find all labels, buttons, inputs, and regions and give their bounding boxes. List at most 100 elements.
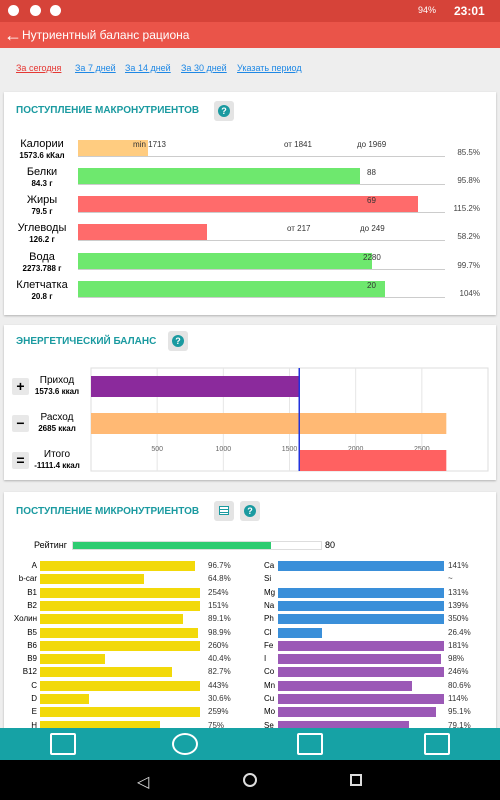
nutrient-name: Калории xyxy=(20,138,64,150)
period-link[interactable]: За сегодня xyxy=(16,63,62,73)
norm-label: 20 xyxy=(367,281,376,290)
element-name: B2 xyxy=(27,600,37,610)
sign: + xyxy=(16,378,24,394)
sign-button xyxy=(12,452,29,469)
app-bar xyxy=(0,22,500,48)
element-percent: 141% xyxy=(448,561,469,570)
help-button[interactable]: ? xyxy=(214,101,234,121)
element-percent: 114% xyxy=(448,694,468,703)
track-line xyxy=(78,240,445,241)
element-bar xyxy=(40,627,199,638)
x-tick-label: 2000 xyxy=(348,446,364,453)
element-track xyxy=(40,707,200,718)
nav-wave[interactable] xyxy=(424,733,450,755)
sign-button xyxy=(12,378,29,395)
track-line xyxy=(78,269,445,270)
element-bar xyxy=(278,640,444,651)
element-name: Si xyxy=(264,574,272,584)
element-percent: 95.1% xyxy=(448,707,471,717)
element-percent: 80.6% xyxy=(448,680,471,690)
bottom-nav xyxy=(0,728,500,760)
element-bar xyxy=(278,627,322,638)
back-button[interactable]: ← xyxy=(4,25,22,45)
element-track xyxy=(278,600,444,611)
element-percent: 82.7% xyxy=(208,667,231,677)
element-name: Холин xyxy=(13,614,37,624)
element-track xyxy=(278,694,444,704)
element-name: Fe xyxy=(264,640,274,650)
nutrient-amount: 126.2 г xyxy=(29,235,55,244)
nav-pie[interactable] xyxy=(172,733,198,755)
element-bar xyxy=(40,587,200,598)
nutrient-percent: 115.2% xyxy=(453,204,480,213)
element-name: Mo xyxy=(264,707,276,717)
status-icon xyxy=(8,5,19,16)
x-tick-label: 2500 xyxy=(414,446,430,453)
nutrient-amount: 79.5 г xyxy=(31,207,53,216)
element-percent: 98% xyxy=(448,654,465,664)
element-track xyxy=(278,720,444,731)
element-bar xyxy=(278,667,444,678)
nav-bars[interactable] xyxy=(297,733,323,755)
element-percent: 246% xyxy=(448,667,469,677)
element-percent: 96.7% xyxy=(208,561,231,570)
element-percent: 75% xyxy=(208,720,225,730)
element-track xyxy=(40,694,200,704)
period-link[interactable]: За 7 дней xyxy=(75,63,116,73)
element-name: B5 xyxy=(27,627,37,637)
element-track xyxy=(40,640,200,651)
element-name: A xyxy=(31,561,37,570)
element-bar xyxy=(40,600,200,611)
nutrient-amount: 20.8 г xyxy=(31,292,53,301)
element-name: Na xyxy=(264,600,275,610)
element-bar xyxy=(40,720,160,731)
element-percent: 443% xyxy=(208,680,229,690)
element-bar xyxy=(40,614,183,625)
element-track xyxy=(278,654,444,665)
nav-back[interactable]: ◁ xyxy=(137,774,150,791)
nav-recent[interactable] xyxy=(350,774,362,786)
energy-bar xyxy=(299,450,447,471)
element-track xyxy=(40,720,200,731)
energy-bar xyxy=(91,376,300,397)
nav-home[interactable] xyxy=(243,773,257,787)
norm-label: 88 xyxy=(367,168,376,177)
help-button[interactable]: ? xyxy=(168,331,188,351)
element-track xyxy=(278,614,444,625)
element-name: C xyxy=(31,680,37,690)
element-bar xyxy=(278,694,444,704)
element-percent: 151% xyxy=(208,600,229,610)
element-percent: 26.4% xyxy=(448,627,471,637)
norm-label: от 217 xyxy=(287,224,311,233)
help-button[interactable]: ? xyxy=(240,501,260,521)
element-track xyxy=(278,707,444,718)
period-link[interactable]: Указать период xyxy=(237,63,302,73)
element-bar xyxy=(278,561,444,571)
element-bar xyxy=(278,587,444,598)
element-bar xyxy=(278,680,412,691)
nutrient-name: Углеводы xyxy=(17,222,67,234)
x-tick-label: 1500 xyxy=(282,446,298,453)
element-name: B6 xyxy=(27,640,37,650)
nutrient-percent: 104% xyxy=(459,289,480,298)
element-track xyxy=(40,561,200,571)
element-name: H xyxy=(31,720,37,730)
nutrient-amount: 84.3 г xyxy=(31,179,53,188)
element-name: B1 xyxy=(27,587,37,597)
period-link[interactable]: За 14 дней xyxy=(125,63,171,73)
nav-table[interactable] xyxy=(50,733,76,755)
norm-label: 2280 xyxy=(363,253,381,262)
norm-label: до 1969 xyxy=(357,140,387,149)
period-link[interactable]: За 30 дней xyxy=(181,63,227,73)
norm-label: min 1713 xyxy=(133,140,166,149)
nutrient-percent: 58.2% xyxy=(457,232,480,241)
element-bar xyxy=(40,680,200,691)
track-line xyxy=(78,212,445,213)
element-name: Ph xyxy=(264,614,274,624)
element-name: Cu xyxy=(264,694,275,703)
track-line xyxy=(78,184,445,185)
element-bar xyxy=(40,654,105,665)
element-track xyxy=(278,587,444,598)
element-bar xyxy=(40,694,89,704)
